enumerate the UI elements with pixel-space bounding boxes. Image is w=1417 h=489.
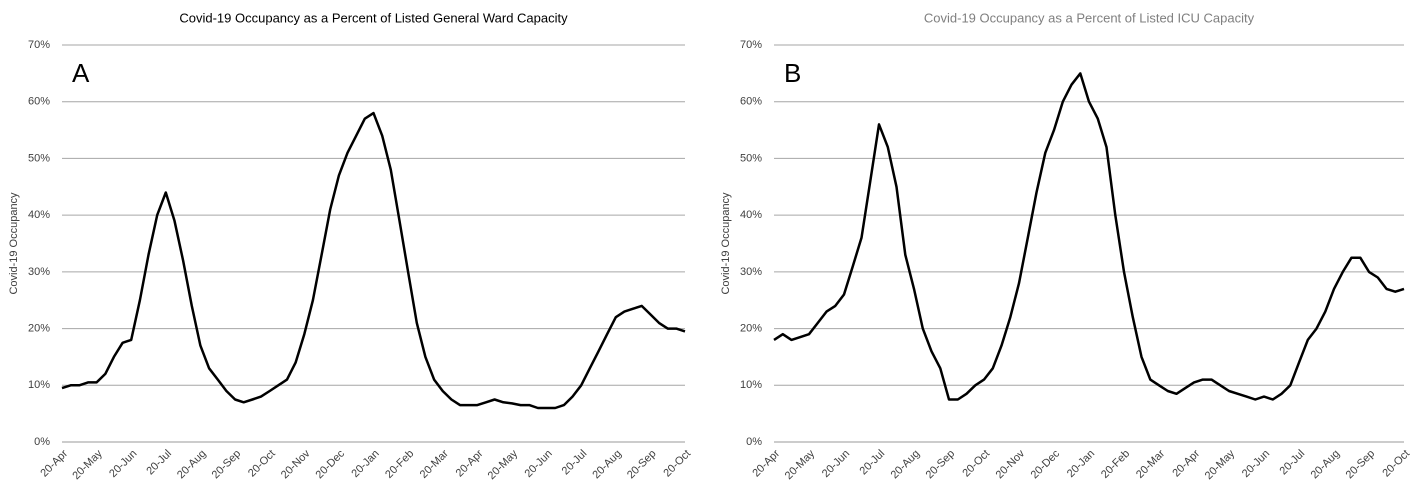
x-tick-label: 20-Aug: [175, 448, 209, 482]
y-tick-label: 0%: [34, 436, 50, 448]
y-tick-label: 40%: [740, 209, 762, 221]
x-tick-label: 20-Jan: [1065, 448, 1097, 480]
y-tick-label: 0%: [746, 436, 762, 448]
x-tick-label: 20-Dec: [1029, 447, 1063, 481]
x-tick-label: 20-Oct: [246, 448, 278, 480]
x-tick-label: 20-Jul: [857, 448, 887, 478]
x-tick-label: 20-Jul: [1278, 448, 1308, 478]
y-tick-label: 70%: [740, 39, 762, 51]
y-tick-label: 10%: [28, 379, 50, 391]
x-tick-label: 20-Aug: [590, 448, 624, 482]
y-tick-label: 20%: [28, 322, 50, 334]
x-tick-label: 20-Sep: [1344, 448, 1378, 482]
y-tick-label: 60%: [28, 96, 50, 108]
data-line: [773, 72, 1405, 401]
x-tick-label: 20-Oct: [661, 448, 693, 480]
data-line: [61, 111, 686, 410]
x-tick-label: 20-Aug: [1309, 448, 1343, 482]
y-tick-label: 30%: [28, 266, 50, 278]
x-tick-label: 20-May: [70, 447, 105, 482]
x-tick-label: 20-Jun: [820, 448, 852, 480]
x-tick-label: 20-Apr: [1170, 447, 1202, 479]
y-tick-label: 30%: [740, 266, 762, 278]
x-tick-label: 20-Mar: [1134, 447, 1167, 480]
x-tick-label: 20-Feb: [383, 448, 416, 481]
y-tick-label: 50%: [740, 152, 762, 164]
y-axis-label: Covid-19 Occupancy: [8, 192, 20, 295]
chart-title: Covid-19 Occupancy as a Percent of Liste…: [179, 10, 568, 25]
x-tick-label: 20-Jun: [1240, 448, 1272, 480]
x-tick-label: 20-Nov: [279, 447, 313, 481]
y-tick-label: 70%: [28, 39, 50, 51]
x-tick-label: 20-Apr: [38, 447, 70, 479]
chart-title: Covid-19 Occupancy as a Percent of Liste…: [924, 10, 1255, 25]
y-tick-label: 60%: [740, 96, 762, 108]
panel-label: A: [72, 58, 90, 88]
y-axis-label: Covid-19 Occupancy: [720, 192, 732, 295]
y-tick-label: 20%: [740, 322, 762, 334]
x-tick-label: 20-Aug: [889, 448, 923, 482]
x-tick-label: 20-Jan: [349, 448, 381, 480]
y-tick-label: 50%: [28, 152, 50, 164]
y-tick-label: 10%: [740, 379, 762, 391]
x-tick-label: 20-Mar: [418, 447, 451, 480]
x-tick-label: 20-Oct: [960, 448, 992, 480]
x-tick-label: 20-Nov: [994, 447, 1028, 481]
x-tick-label: 20-Feb: [1099, 448, 1132, 481]
x-tick-label: 20-Jul: [560, 448, 590, 478]
x-tick-label: 20-Dec: [313, 447, 347, 481]
x-tick-label: 20-Sep: [625, 448, 659, 482]
x-tick-label: 20-Jul: [144, 448, 174, 478]
panel-label: B: [784, 58, 801, 88]
x-tick-label: 20-May: [486, 447, 521, 482]
x-tick-label: 20-Sep: [924, 448, 958, 482]
x-tick-label: 20-Oct: [1380, 448, 1412, 480]
y-tick-label: 40%: [28, 209, 50, 221]
x-tick-label: 20-Jun: [522, 448, 554, 480]
x-tick-label: 20-Sep: [210, 448, 244, 482]
x-tick-label: 20-Apr: [750, 447, 782, 479]
x-tick-label: 20-May: [783, 447, 818, 482]
x-tick-label: 20-Apr: [454, 447, 486, 479]
x-tick-label: 20-May: [1203, 447, 1238, 482]
x-tick-label: 20-Jun: [107, 448, 139, 480]
